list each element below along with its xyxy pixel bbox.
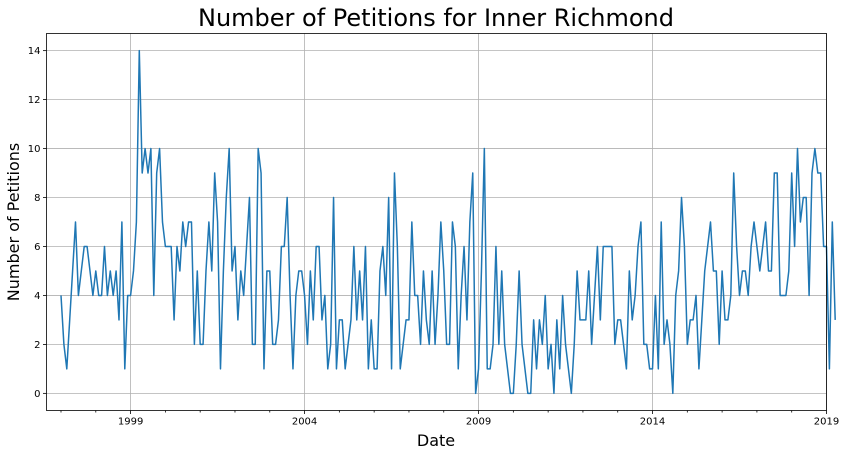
y-tick-label: 2 [34, 340, 40, 351]
y-tick-label: 10 [28, 144, 41, 155]
axis-ticks [43, 50, 827, 414]
series-line [60, 49, 836, 395]
y-tick-label: 14 [28, 46, 41, 57]
chart-title: Number of Petitions for Inner Richmond [198, 4, 674, 32]
y-tick-label: 8 [34, 193, 40, 204]
y-tick-labels: 0 2 4 6 8 10 12 14 [28, 46, 41, 400]
y-axis-label: Number of Petitions [4, 143, 23, 302]
series-group [60, 49, 836, 395]
x-axis-label: Date [417, 431, 455, 450]
y-tick-label: 0 [34, 389, 40, 400]
x-tick-labels: 1999 2004 2009 2014 2019 [118, 417, 839, 428]
y-tick-label: 4 [34, 291, 40, 302]
x-tick-label: 2009 [466, 417, 491, 428]
y-tick-label: 6 [34, 242, 40, 253]
plot-frame [46, 33, 827, 411]
x-tick-label: 2004 [292, 417, 317, 428]
x-tick-label: 2019 [814, 417, 839, 428]
grid-lines [46, 33, 827, 411]
y-tick-label: 12 [28, 95, 41, 106]
x-tick-label: 1999 [118, 417, 143, 428]
x-tick-label: 2014 [640, 417, 665, 428]
